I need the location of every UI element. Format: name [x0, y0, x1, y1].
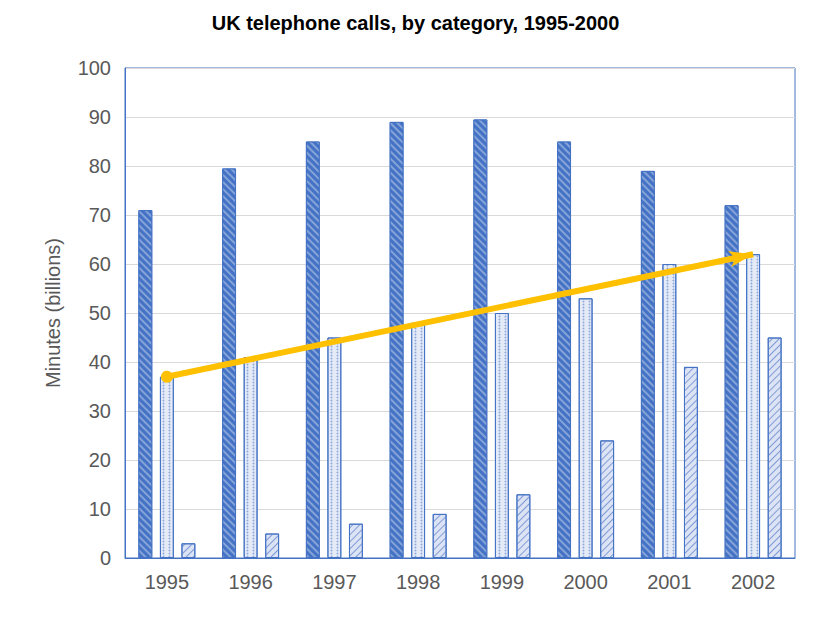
svg-text:0: 0 — [100, 547, 111, 569]
svg-text:80: 80 — [89, 155, 111, 177]
svg-text:90: 90 — [89, 106, 111, 128]
svg-text:UK telephone calls, by categor: UK telephone calls, by category, 1995-20… — [212, 12, 620, 34]
svg-text:1998: 1998 — [396, 571, 441, 593]
svg-text:1995: 1995 — [145, 571, 190, 593]
svg-text:1999: 1999 — [480, 571, 525, 593]
svg-text:30: 30 — [89, 400, 111, 422]
svg-text:10: 10 — [89, 498, 111, 520]
svg-text:50: 50 — [89, 302, 111, 324]
svg-text:1996: 1996 — [228, 571, 273, 593]
svg-text:2000: 2000 — [563, 571, 608, 593]
svg-text:2002: 2002 — [731, 571, 776, 593]
svg-text:Minutes (billions): Minutes (billions) — [42, 238, 64, 388]
svg-text:2001: 2001 — [647, 571, 692, 593]
svg-text:1997: 1997 — [312, 571, 357, 593]
svg-text:70: 70 — [89, 204, 111, 226]
svg-text:100: 100 — [78, 57, 111, 79]
svg-text:60: 60 — [89, 253, 111, 275]
svg-text:20: 20 — [89, 449, 111, 471]
svg-text:40: 40 — [89, 351, 111, 373]
